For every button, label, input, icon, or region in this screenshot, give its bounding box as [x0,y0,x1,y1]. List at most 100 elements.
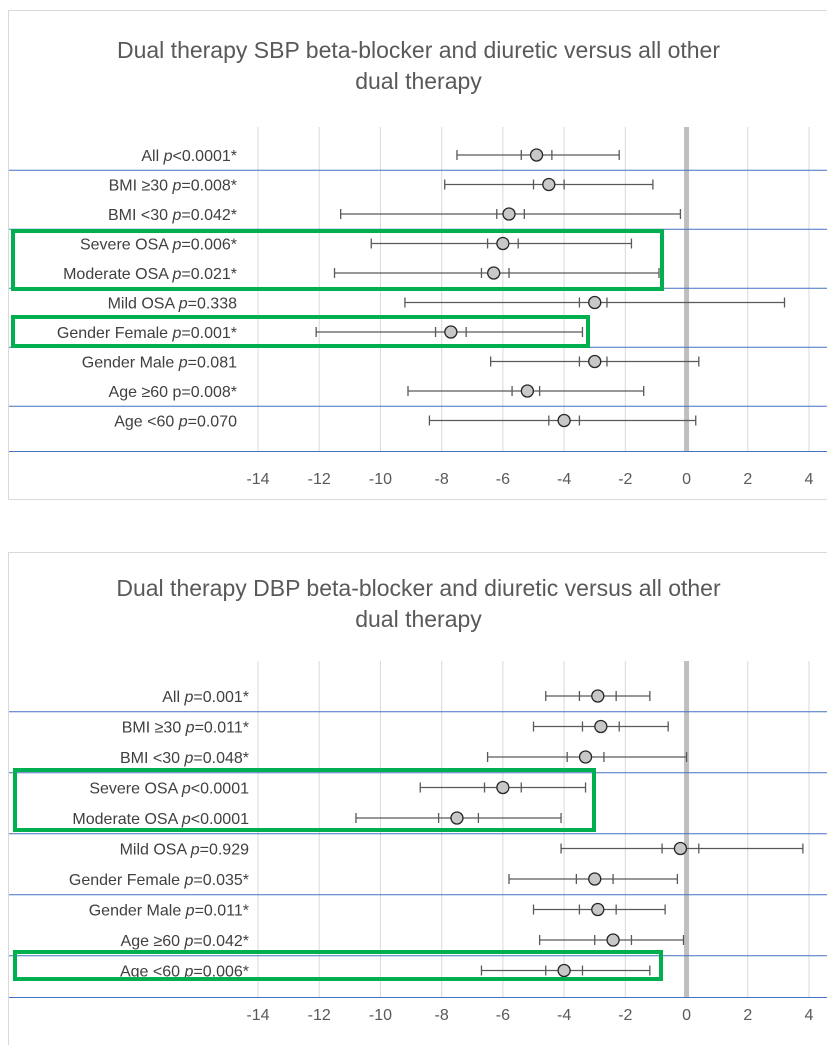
sbp-forest-chart: Dual therapy SBP beta-blocker and diuret… [8,10,827,500]
forest-row: Gender Male p=0.081 [82,355,700,372]
row-label-text: Gender Male [89,903,186,920]
highlight-box [11,315,590,348]
row-p-symbol: p [181,811,191,828]
chart-title: Dual therapy SBP beta-blocker and diuret… [9,35,827,97]
row-p-symbol: p [171,325,181,342]
row-label: Gender Male p=0.011* [89,903,249,920]
row-p-symbol: p [171,266,181,283]
row-label-text: Gender Female [69,872,185,889]
row-p-symbol: p [183,872,193,889]
x-tick-label: 2 [743,1007,752,1024]
sbp-forest-plot: All p<0.0001*BMI ≥30 p=0.008*BMI <30 p=0… [9,127,827,488]
mean-marker [594,719,608,734]
row-label: Moderate OSA p=0.021* [63,266,237,283]
mean-marker [450,811,464,825]
chart-title-line-1: Dual therapy SBP beta-blocker and diuret… [116,37,720,63]
mean-marker [520,384,535,398]
row-label-text: BMI ≥30 [109,178,173,195]
highlight-box [13,950,663,981]
x-tick-label: 0 [682,471,691,488]
row-p-value: =0.008* [181,178,237,195]
forest-row: Age ≥60 p=0.008* [109,384,645,401]
highlight-box [13,768,596,832]
row-label: Mild OSA p=0.338 [108,296,238,313]
mean-marker [496,780,510,795]
row-label: Mild OSA p=0.929 [120,842,250,859]
x-tick-label: -2 [618,471,632,488]
row-label: BMI <30 p=0.048* [120,750,249,767]
row-p-value: =0.021* [181,266,237,283]
row-label-text: Moderate OSA [63,266,172,283]
row-label: Severe OSA p=0.006* [80,237,237,254]
row-p-symbol: p [178,414,188,431]
row-label-text: Mild OSA [108,296,179,313]
forest-row: BMI ≥30 p=0.011* [122,719,669,737]
row-label-text: BMI <30 [120,750,184,767]
row-label-text: Age ≥60 [121,933,185,950]
row-label: Gender Male p=0.081 [82,355,237,372]
row-p-symbol: p [185,903,195,920]
x-tick-label: -12 [308,471,331,488]
row-p-symbol: p [190,842,200,859]
row-p-value: =0.042* [181,207,237,224]
row-p-value: =0.048* [193,750,249,767]
mean-marker [588,295,602,310]
row-p-symbol: p [183,750,193,767]
chart-title-line-2: dual therapy [355,68,482,94]
mean-marker [557,413,571,428]
forest-row: Severe OSA p<0.0001 [89,780,587,798]
row-p-value: =0.070 [188,414,237,431]
row-label-text: BMI ≥30 [122,720,186,737]
forest-row: Moderate OSA p<0.0001 [72,811,562,828]
forest-row: BMI <30 p=0.042* [108,207,682,224]
chart-title-line-1: Dual therapy DBP beta-blocker and diuret… [116,575,721,601]
forest-row: Mild OSA p=0.929 [120,842,804,859]
row-p-value: =0.081 [188,355,237,372]
row-label-text: Severe OSA [80,237,173,254]
forest-row: Gender Female p=0.035* [69,872,679,889]
row-p-value: =0.006* [181,237,237,254]
row-label-text: Mild OSA [120,842,191,859]
row-p-symbol: p [183,689,193,706]
row-label-text: Moderate OSA [72,811,181,828]
row-p-value: =0.042* [193,933,249,950]
row-p-symbol: p [178,296,188,313]
row-p-value: =0.006* [193,964,249,981]
x-tick-label: -8 [435,1007,449,1024]
mean-marker [591,689,605,703]
row-p-value: <0.0001 [191,781,249,798]
row-p-symbol: p [171,178,181,195]
x-tick-label: -4 [557,471,571,488]
row-p-symbol: p [185,720,195,737]
row-label-text: All [162,689,184,706]
forest-row: All p=0.001* [162,689,651,706]
row-label-text: Age <60 [120,964,185,981]
x-tick-label: -2 [618,1007,632,1024]
row-label: Age <60 p=0.006* [120,964,249,981]
x-tick-label: -14 [246,1007,269,1024]
x-tick-label: 4 [805,1007,814,1024]
forest-row: All p<0.0001* [141,148,620,165]
row-p-symbol: p [163,148,173,165]
row-label: BMI ≥30 p=0.011* [122,720,249,737]
chart-title: Dual therapy DBP beta-blocker and diuret… [9,573,827,635]
row-p-value: =0.011* [195,903,249,920]
x-tick-label: -6 [496,471,510,488]
row-label: BMI ≥30 p=0.008* [109,178,237,195]
mean-marker [588,872,602,886]
row-label: Age ≥60 p=0.008* [109,384,237,401]
row-label: Gender Female p=0.001* [57,325,237,342]
row-p-value: =0.929 [200,842,249,859]
forest-row: Mild OSA p=0.338 [108,295,786,313]
x-tick-label: 4 [805,471,814,488]
mean-marker [444,325,458,339]
row-label: All p=0.001* [162,689,249,706]
mean-marker [591,902,605,917]
forest-row: Gender Male p=0.011* [89,902,666,920]
row-label-text: Severe OSA [89,781,182,798]
row-p-value: <0.0001* [172,148,237,165]
row-label-text: Age <60 [114,414,179,431]
mean-marker [529,148,544,162]
row-label: Age <60 p=0.070 [114,414,237,431]
highlight-box [11,229,664,291]
